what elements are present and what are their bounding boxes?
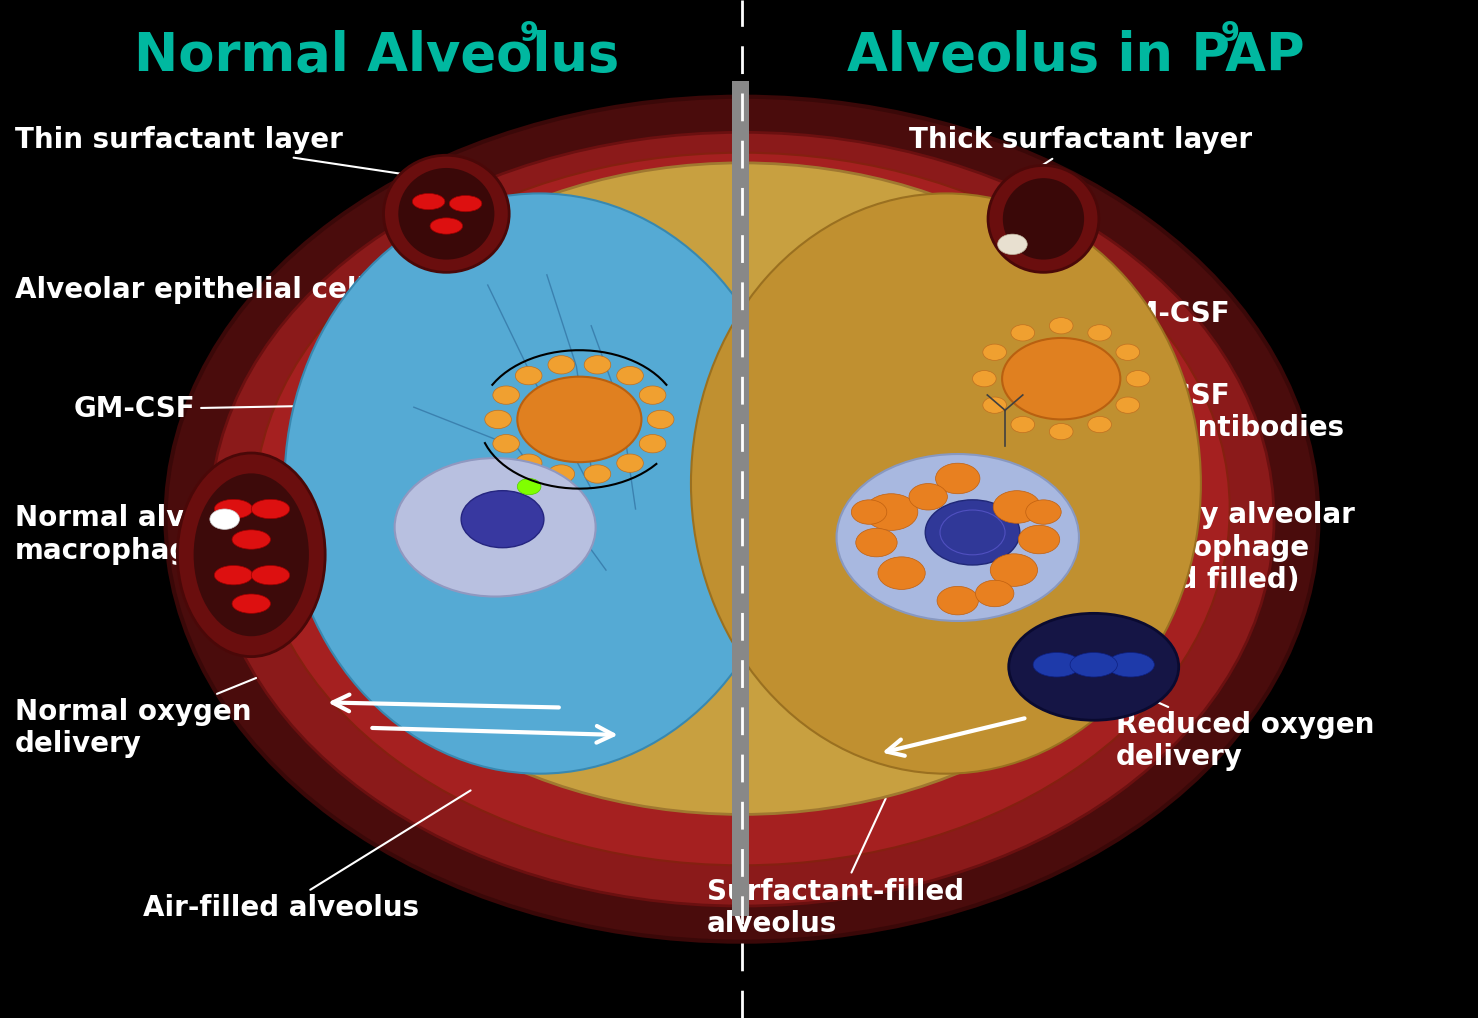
Circle shape — [983, 344, 1007, 360]
Ellipse shape — [449, 195, 482, 212]
Ellipse shape — [384, 156, 508, 273]
Ellipse shape — [251, 499, 290, 519]
Text: 9: 9 — [1221, 20, 1239, 47]
Ellipse shape — [1033, 653, 1080, 677]
Circle shape — [983, 397, 1007, 413]
Circle shape — [973, 371, 996, 387]
Circle shape — [856, 528, 897, 557]
Ellipse shape — [430, 218, 463, 234]
Circle shape — [998, 234, 1027, 254]
Circle shape — [485, 410, 511, 429]
Circle shape — [937, 586, 978, 615]
Ellipse shape — [194, 473, 309, 636]
Circle shape — [640, 435, 667, 453]
Circle shape — [584, 465, 610, 484]
Text: GM-CSF: GM-CSF — [1075, 299, 1230, 355]
Circle shape — [1049, 318, 1073, 334]
Ellipse shape — [987, 165, 1100, 273]
Text: GM-CSF: GM-CSF — [74, 395, 507, 423]
Circle shape — [461, 491, 544, 548]
Text: GM-CSF
autoantibodies: GM-CSF autoantibodies — [1075, 382, 1345, 443]
Ellipse shape — [285, 193, 795, 774]
Circle shape — [647, 410, 674, 429]
FancyArrowPatch shape — [333, 694, 559, 712]
Ellipse shape — [251, 566, 290, 584]
Text: Normal Alveolus: Normal Alveolus — [134, 30, 619, 82]
Text: Thick surfactant layer: Thick surfactant layer — [909, 126, 1252, 174]
Ellipse shape — [412, 193, 445, 210]
Circle shape — [517, 377, 641, 462]
Circle shape — [1011, 416, 1035, 433]
Circle shape — [878, 557, 925, 589]
Circle shape — [1088, 416, 1111, 433]
Circle shape — [492, 386, 519, 404]
Text: Alveolar epithelial cells: Alveolar epithelial cells — [15, 270, 463, 304]
Circle shape — [851, 500, 887, 524]
Circle shape — [975, 580, 1014, 607]
Ellipse shape — [232, 529, 270, 550]
Ellipse shape — [299, 163, 1185, 814]
Circle shape — [1088, 325, 1111, 341]
Text: Reduced oxygen
delivery: Reduced oxygen delivery — [1097, 675, 1375, 772]
Ellipse shape — [398, 168, 494, 260]
Circle shape — [909, 484, 947, 510]
Text: Surfactant-filled
alveolus: Surfactant-filled alveolus — [706, 798, 964, 939]
Circle shape — [1049, 423, 1073, 440]
Ellipse shape — [214, 499, 253, 519]
Circle shape — [925, 500, 1020, 565]
Ellipse shape — [166, 97, 1318, 942]
Ellipse shape — [1002, 178, 1083, 260]
Circle shape — [865, 494, 918, 530]
Circle shape — [993, 491, 1041, 523]
Circle shape — [548, 355, 575, 374]
Circle shape — [640, 386, 667, 404]
Circle shape — [492, 435, 519, 453]
Circle shape — [1126, 371, 1150, 387]
Circle shape — [1116, 344, 1140, 360]
Circle shape — [616, 366, 643, 385]
Ellipse shape — [177, 453, 325, 657]
Ellipse shape — [254, 153, 1230, 865]
Circle shape — [936, 463, 980, 494]
Circle shape — [548, 465, 575, 484]
Circle shape — [837, 454, 1079, 621]
Circle shape — [990, 554, 1038, 586]
Circle shape — [1011, 325, 1035, 341]
Ellipse shape — [232, 595, 270, 613]
Ellipse shape — [1009, 613, 1179, 721]
Ellipse shape — [1107, 653, 1154, 677]
Ellipse shape — [214, 566, 253, 584]
Text: Air-filled alveolus: Air-filled alveolus — [143, 790, 470, 922]
Circle shape — [616, 454, 643, 472]
Circle shape — [210, 509, 239, 529]
Circle shape — [516, 454, 542, 472]
FancyArrowPatch shape — [372, 726, 613, 743]
Circle shape — [1116, 397, 1140, 413]
Ellipse shape — [210, 132, 1274, 906]
Text: Normal alveolar
macrophage: Normal alveolar macrophage — [15, 504, 433, 565]
Circle shape — [516, 366, 542, 385]
Circle shape — [395, 458, 596, 597]
FancyArrowPatch shape — [887, 719, 1024, 755]
Bar — [732, 81, 749, 916]
Circle shape — [517, 478, 541, 495]
Text: Normal oxygen
delivery: Normal oxygen delivery — [15, 678, 256, 758]
Circle shape — [1018, 525, 1060, 554]
Circle shape — [584, 355, 610, 374]
Circle shape — [1026, 500, 1061, 524]
Text: Thin surfactant layer: Thin surfactant layer — [15, 126, 448, 181]
Circle shape — [1002, 338, 1120, 419]
Text: 9: 9 — [520, 20, 538, 47]
Text: Foamy alveolar
macrophage
(lipid filled): Foamy alveolar macrophage (lipid filled) — [1075, 501, 1355, 595]
Ellipse shape — [1070, 653, 1117, 677]
Text: Alveolus in PAP: Alveolus in PAP — [847, 30, 1305, 82]
Ellipse shape — [692, 193, 1202, 774]
